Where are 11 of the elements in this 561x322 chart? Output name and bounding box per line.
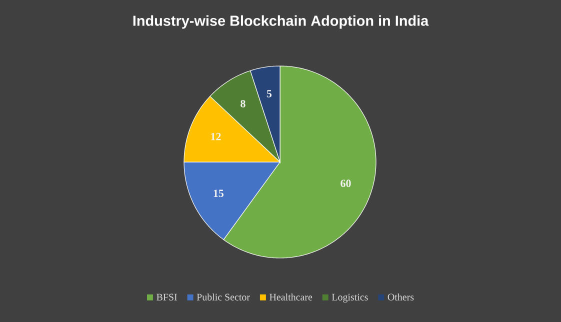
- legend-label: Public Sector: [196, 293, 250, 300]
- legend-label: BFSI: [156, 294, 177, 300]
- legend-label: Logistics: [332, 294, 368, 303]
- data-label: 5: [266, 90, 272, 98]
- data-label: 60: [340, 180, 351, 188]
- legend-label: Others: [388, 293, 414, 300]
- legend-label: Healthcare: [270, 293, 312, 300]
- data-label: 15: [214, 190, 224, 198]
- data-label: 8: [240, 100, 246, 108]
- data-label: 12: [211, 132, 221, 140]
- chart-title: Industry-wise Blockchain Adoption in India: [133, 15, 429, 29]
